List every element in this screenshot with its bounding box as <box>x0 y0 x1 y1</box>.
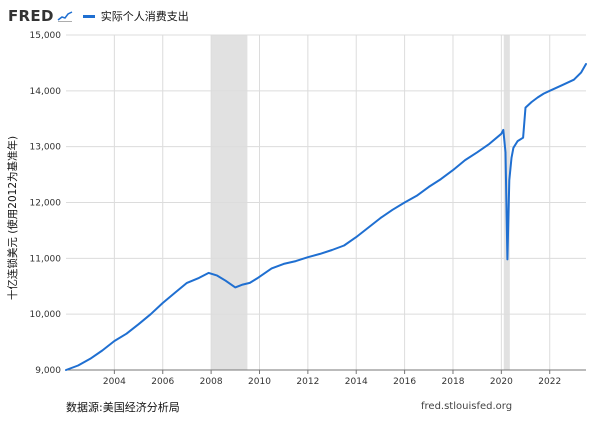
x-tick-label: 2022 <box>538 377 561 387</box>
fred-logo[interactable]: FRED <box>8 7 73 25</box>
x-tick-label: 2006 <box>151 377 174 387</box>
y-tick-label: 13,000 <box>30 143 62 153</box>
fred-url-link[interactable]: fred.stlouisfed.org <box>421 401 513 412</box>
y-tick-label: 10,000 <box>30 310 62 320</box>
x-tick-label: 2018 <box>442 377 465 387</box>
y-tick-label: 15,000 <box>30 31 62 41</box>
y-axis-label: 十亿连锁美元 (使用2012为基准年) <box>6 136 19 300</box>
chart-header: FRED 实际个人消费支出 <box>8 6 189 26</box>
source-note: 数据源:美国经济分析局 <box>66 401 180 414</box>
x-tick-label: 2010 <box>248 377 271 387</box>
legend-label: 实际个人消费支出 <box>100 10 189 23</box>
x-tick-label: 2004 <box>103 377 126 387</box>
y-tick-label: 11,000 <box>30 254 62 264</box>
chart-axes: 9,000 10,000 11,000 12,000 13,000 14,000 15,00… <box>30 31 586 387</box>
y-tick-label: 12,000 <box>30 199 62 209</box>
x-tick-label: 2012 <box>296 377 319 387</box>
sparkline-icon <box>57 11 73 22</box>
chart-grid <box>66 34 586 371</box>
x-tick-label: 2020 <box>490 377 513 387</box>
legend: 实际个人消费支出 <box>82 8 189 24</box>
x-tick-label: 2016 <box>393 377 416 387</box>
line-chart: 9,000 10,000 11,000 12,000 13,000 14,000 15,00… <box>6 31 587 387</box>
x-tick-label: 2014 <box>345 377 368 387</box>
fred-logo-text: FRED <box>8 7 54 25</box>
x-tick-label: 2008 <box>200 377 223 387</box>
series-line-1[interactable] <box>65 63 587 371</box>
y-tick-label: 14,000 <box>30 87 62 97</box>
y-tick-label: 9,000 <box>35 366 61 376</box>
legend-swatch <box>82 14 95 18</box>
series-layer <box>65 63 587 371</box>
